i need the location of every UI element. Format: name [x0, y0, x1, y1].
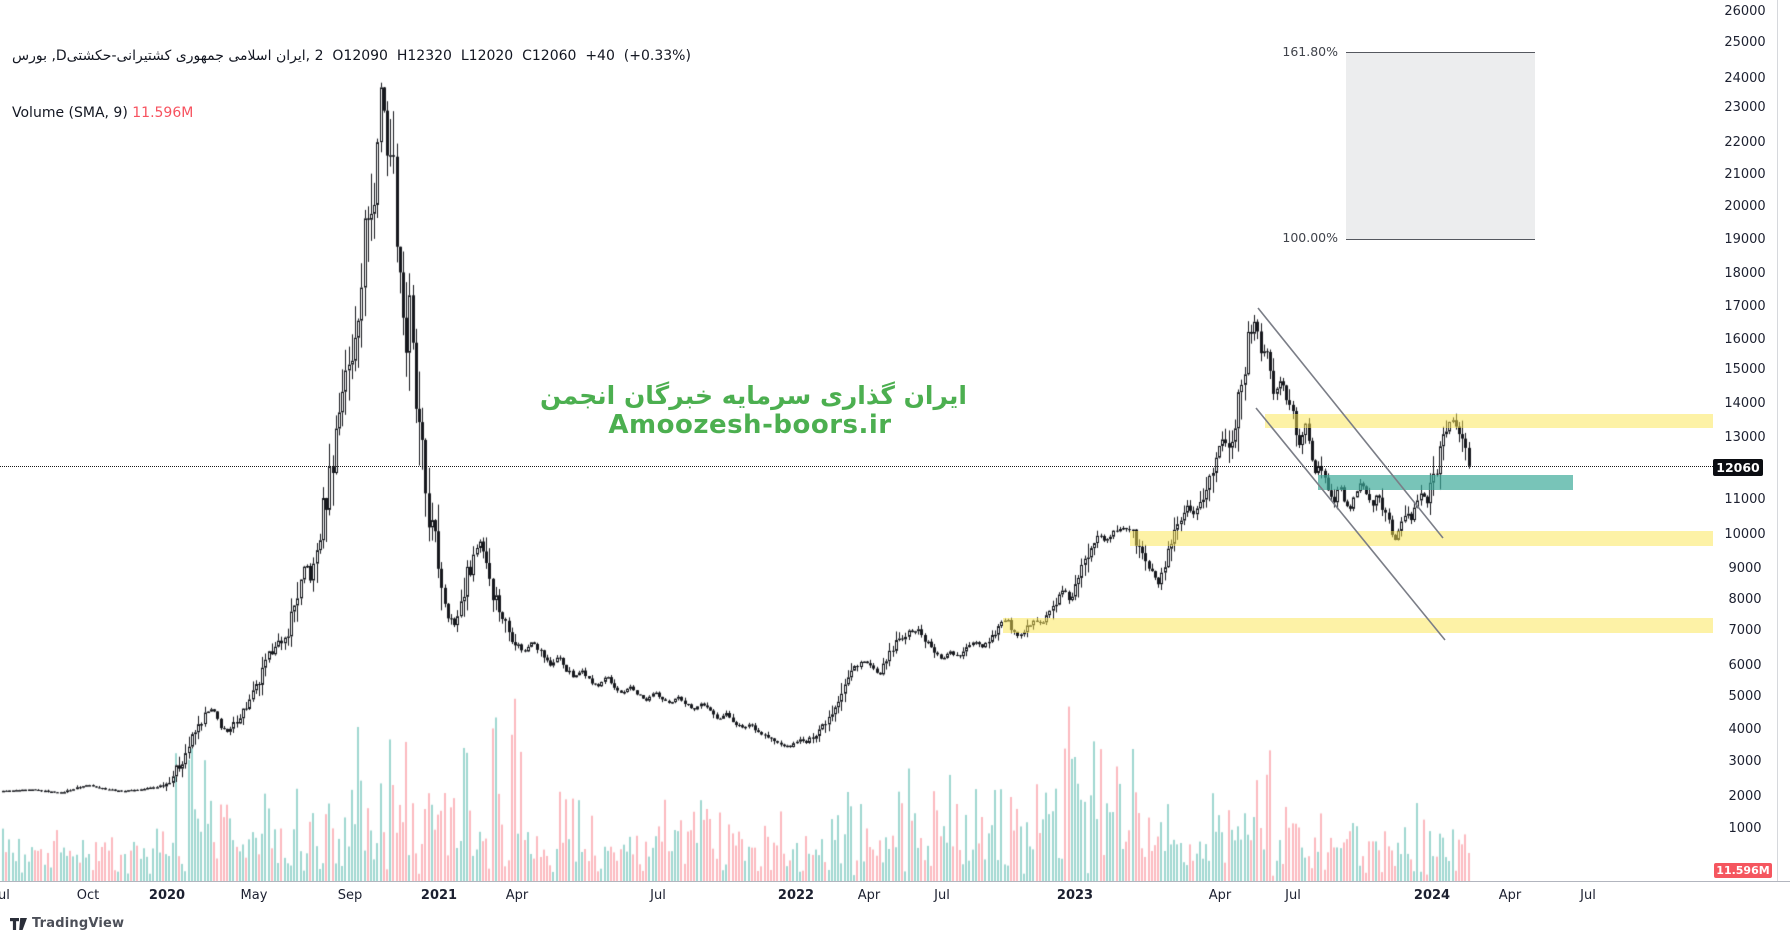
text-token: ایران: [903, 381, 967, 410]
price-tick-label: 2000: [1728, 789, 1762, 804]
text-token: ,D: [51, 48, 67, 64]
time-tick-month-label: Jul: [1285, 888, 1301, 903]
text-token: 2: [314, 48, 324, 64]
price-tick-label: 26000: [1724, 4, 1766, 19]
text-token: ایران: [275, 48, 306, 64]
fib-extension-box[interactable]: [1346, 52, 1535, 240]
chart-plot-area[interactable]: انجمن خبرگان سرمایه گذاری ایران Amoozesh…: [0, 0, 1713, 881]
text-token: H12320: [396, 48, 452, 64]
price-tick-label: 16000: [1724, 332, 1766, 347]
teal-zone-11800[interactable]: [1318, 475, 1573, 490]
price-tick-label: 20000: [1724, 199, 1766, 214]
time-tick-year-label: 2022: [777, 888, 815, 903]
volume-value-badge: 11.596M: [1714, 863, 1772, 878]
text-token: (+0.33%): [623, 48, 691, 64]
volume-indicator-row[interactable]: Volume (SMA, 9) 11.596M: [12, 104, 691, 123]
fib-level-100-label: 100.00%: [1282, 230, 1338, 245]
tradingview-logo-text: TradingView: [32, 916, 125, 931]
price-tick-label: 1000: [1728, 821, 1762, 836]
time-tick-month-label: Oct: [76, 888, 100, 903]
symbol-legend[interactable]: بورس ,Dحکشتی-کشتیرانی جمهوری اسلامی ایرا…: [12, 9, 691, 161]
price-tick-label: 13000: [1724, 430, 1766, 445]
support-band-10000[interactable]: [1130, 531, 1713, 546]
time-tick-month-label: Apr: [857, 888, 881, 903]
text-token: انجمن: [540, 381, 616, 410]
price-tick-label: 3000: [1728, 754, 1762, 769]
time-tick-month-label: Jul: [0, 888, 10, 903]
price-scale[interactable]: 26000 25000 24000 23000 22000 21000 20000 19000…: [1713, 0, 1790, 881]
price-tick-label: 17000: [1724, 299, 1766, 314]
text-token: +40: [585, 48, 615, 64]
time-scale[interactable]: Jul Oct 2020 May Sep 2021 Apr Jul 2022 Apr Jul 2023…: [0, 881, 1790, 942]
text-token: بورس: [12, 48, 47, 64]
channel-line-upper[interactable]: [1257, 307, 1444, 539]
price-tick-label: 14000: [1724, 396, 1766, 411]
text-token: حکشتی: [66, 48, 112, 64]
time-tick-month-label: Apr: [1208, 888, 1232, 903]
text-token: C12060: [522, 48, 577, 64]
price-tick-label: 21000: [1724, 167, 1766, 182]
price-tick-label: 6000: [1728, 658, 1762, 673]
price-tick-label: 23000: [1724, 100, 1766, 115]
support-band-7000[interactable]: [1003, 618, 1713, 633]
text-token: -: [111, 48, 117, 64]
text-token: L12020: [460, 48, 514, 64]
channel-line-lower[interactable]: [1255, 407, 1446, 641]
time-tick-month-label: May: [240, 888, 268, 903]
watermark: انجمن خبرگان سرمایه گذاری ایران Amoozesh…: [540, 381, 967, 440]
text-token: ,: [305, 48, 315, 64]
text-token: گذاری: [820, 381, 895, 410]
time-tick-year-label: 2020: [148, 888, 186, 903]
time-tick-month-label: Apr: [505, 888, 529, 903]
tradingview-logo[interactable]: TradingView: [10, 916, 124, 931]
price-tick-label: 5000: [1728, 689, 1762, 704]
time-tick-month-label: Apr: [1498, 888, 1522, 903]
price-tick-label: 4000: [1728, 722, 1762, 737]
time-tick-month-label: Jul: [934, 888, 950, 903]
text-token: [615, 48, 624, 64]
last-price-dotted-line: [0, 466, 1713, 467]
fib-level-161-label: 161.80%: [1282, 44, 1338, 59]
price-scale-border: [1777, 0, 1778, 881]
time-tick-year-label: 2021: [420, 888, 458, 903]
price-tick-label: 10000: [1724, 527, 1766, 542]
last-price-badge: 12060: [1713, 459, 1763, 476]
symbol-title-ohlc-row[interactable]: بورس ,Dحکشتی-کشتیرانی جمهوری اسلامی ایرا…: [12, 47, 691, 66]
time-tick-year-label: 2023: [1056, 888, 1094, 903]
text-token: O12090: [332, 48, 388, 64]
candlestick-chart-canvas[interactable]: [0, 0, 1713, 881]
time-tick-month-label: Jul: [1580, 888, 1596, 903]
text-token: [513, 48, 522, 64]
price-tick-label: 24000: [1724, 71, 1766, 86]
descending-channel[interactable]: [0, 0, 1713, 881]
price-tick-label: 22000: [1724, 135, 1766, 150]
volume-indicator-value: 11.596M: [132, 105, 194, 121]
volume-indicator-label: Volume (SMA, 9): [12, 105, 128, 121]
price-tick-label: 18000: [1724, 266, 1766, 281]
text-token: سرمایه: [721, 381, 812, 410]
tradingview-logo-icon: [10, 917, 27, 930]
price-tick-label: 25000: [1724, 35, 1766, 50]
price-tick-label: 15000: [1724, 362, 1766, 377]
text-token: [576, 48, 585, 64]
text-token: [452, 48, 461, 64]
text-token: جمهوری: [175, 48, 224, 64]
watermark-persian-text: انجمن خبرگان سرمایه گذاری ایران: [540, 381, 967, 411]
watermark-site-url: Amoozesh-boors.ir: [608, 410, 892, 440]
text-token: [388, 48, 397, 64]
text-token: اسلامی: [228, 48, 272, 64]
price-tick-label: 8000: [1728, 592, 1762, 607]
price-tick-label: 9000: [1728, 561, 1762, 576]
text-token: خبرگان: [623, 381, 713, 410]
price-tick-label: 19000: [1724, 232, 1766, 247]
price-tick-label: 11000: [1724, 492, 1766, 507]
time-tick-month-label: Sep: [337, 888, 363, 903]
price-tick-label: 7000: [1728, 623, 1762, 638]
text-token: کشتیرانی: [116, 48, 172, 64]
time-tick-year-label: 2024: [1413, 888, 1451, 903]
time-tick-month-label: Jul: [650, 888, 666, 903]
resistance-band-13500[interactable]: [1265, 414, 1713, 428]
